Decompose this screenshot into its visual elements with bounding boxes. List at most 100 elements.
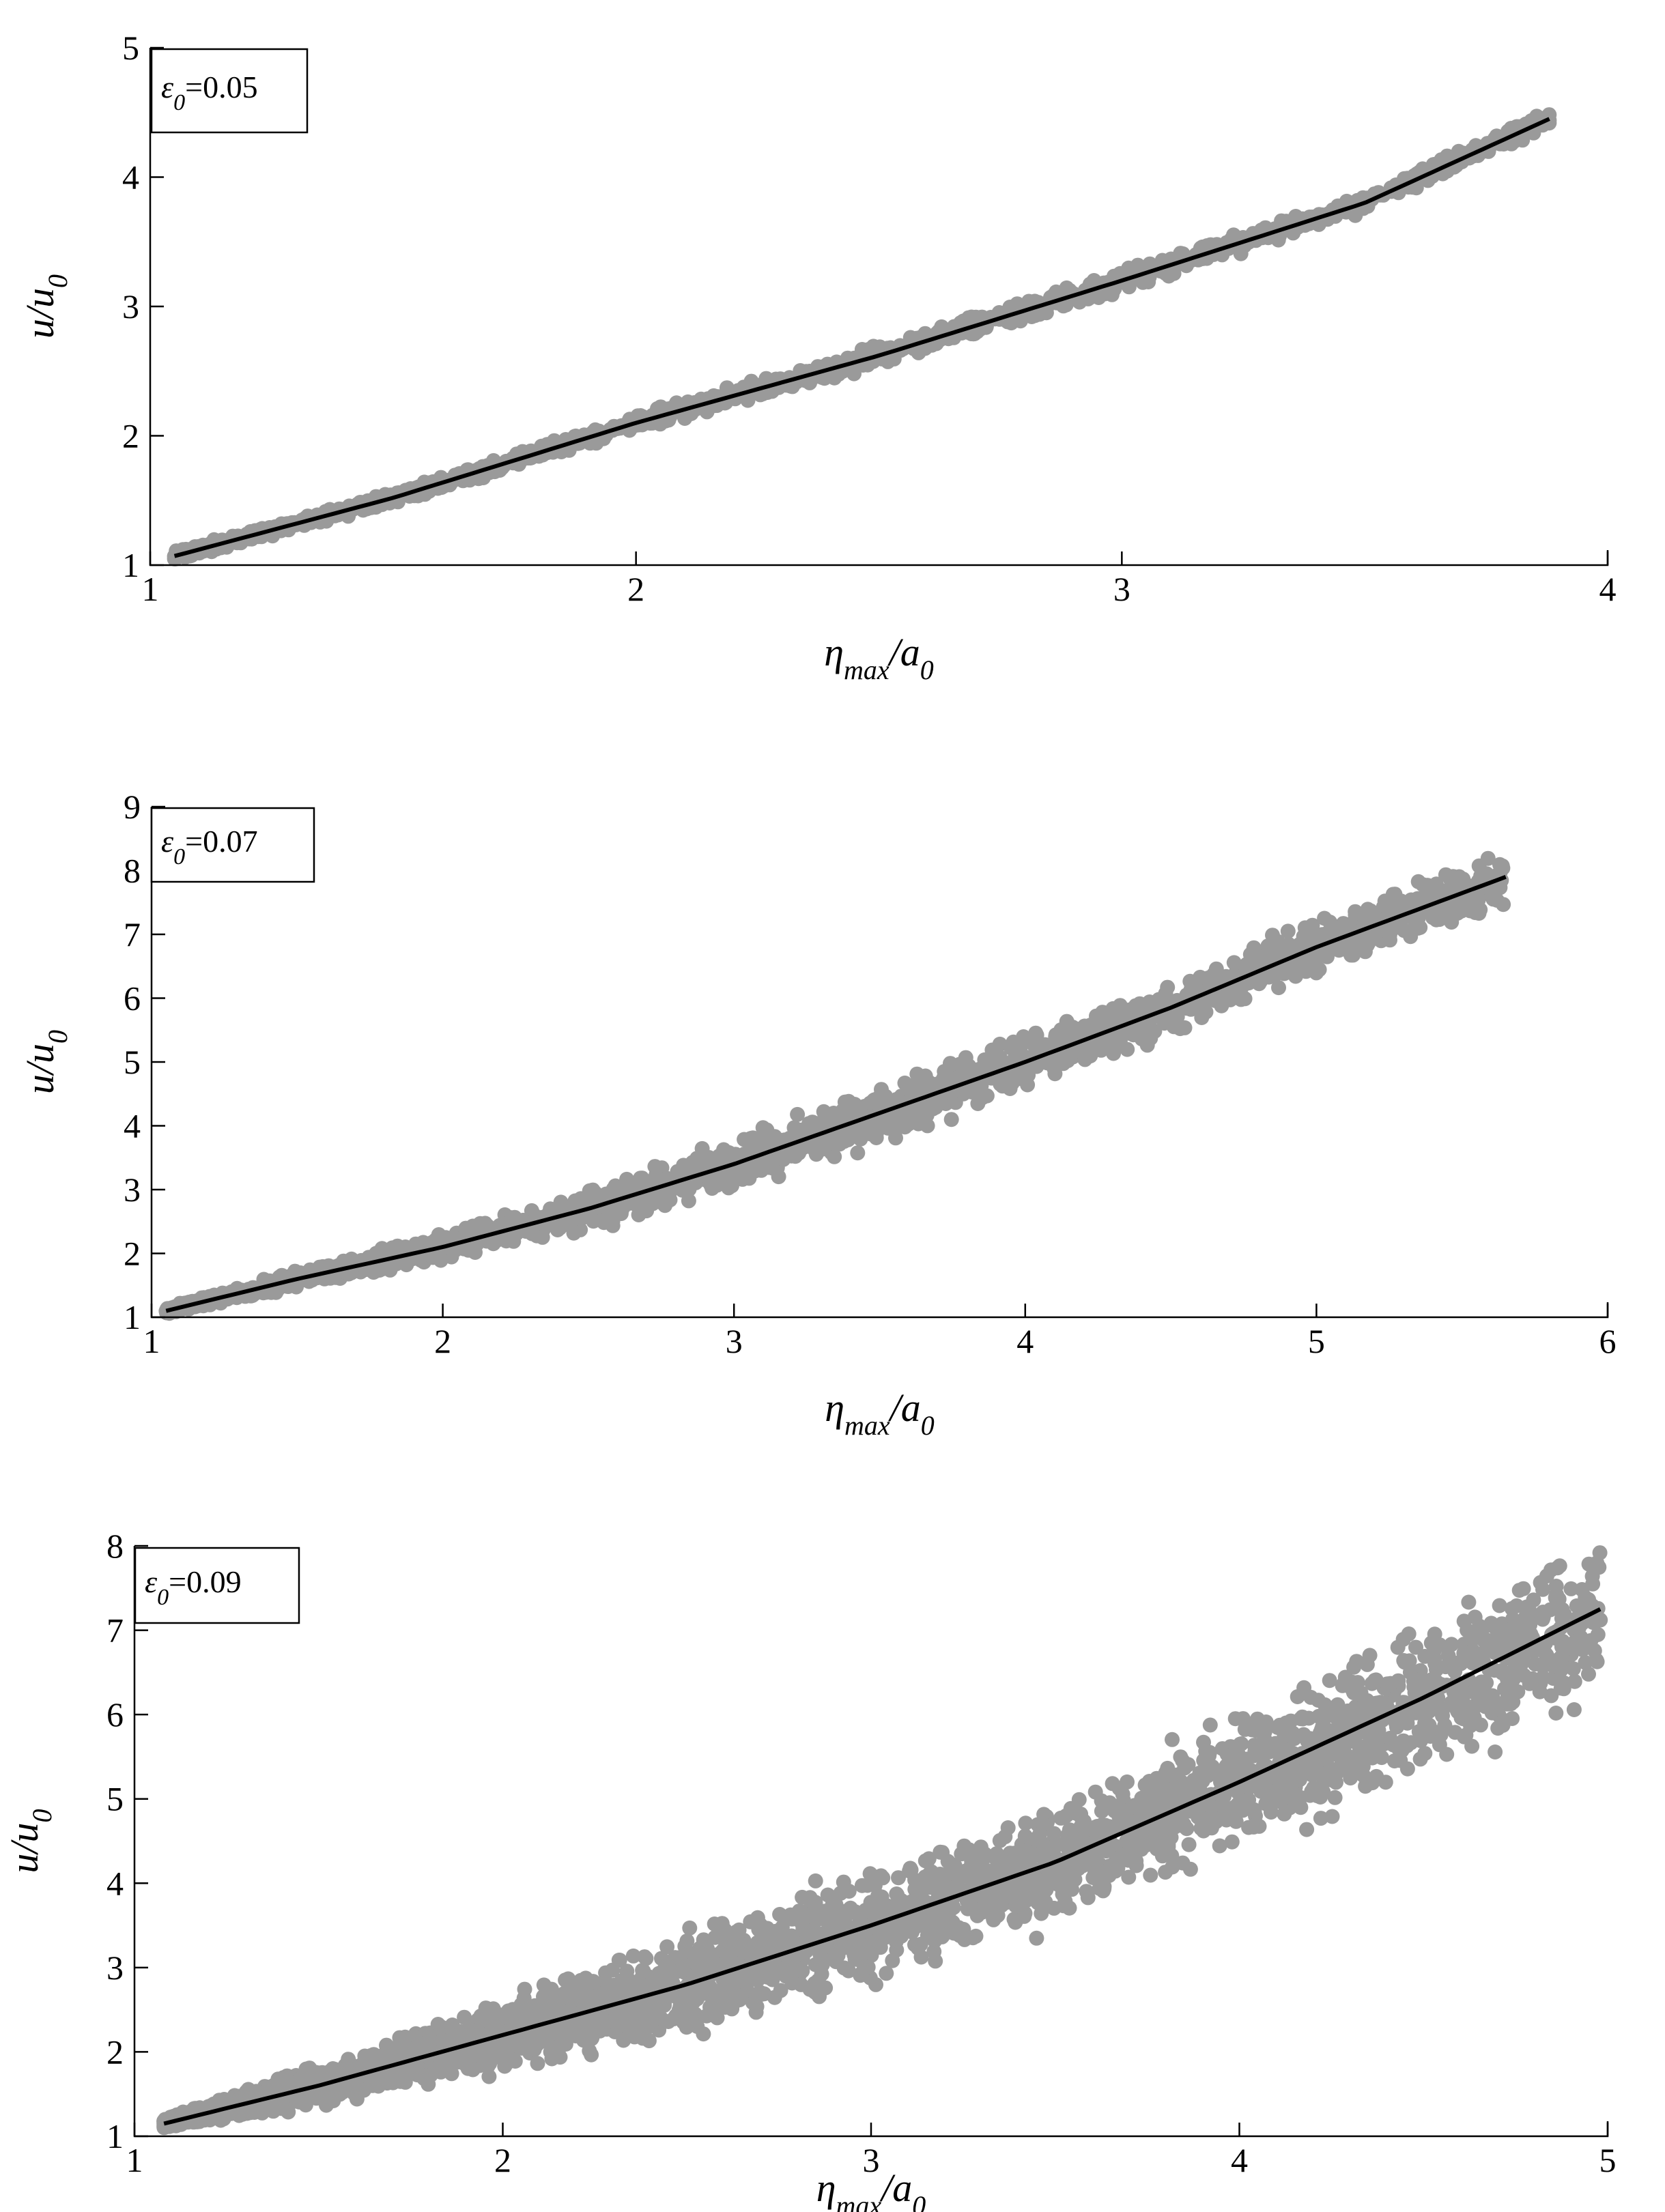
y-tick-label: 1	[122, 546, 139, 584]
scatter-point	[737, 1132, 752, 1147]
scatter-point	[1231, 990, 1246, 1006]
scatter-point	[1496, 897, 1511, 913]
scatter-point	[1220, 989, 1235, 1005]
scatter-point	[1090, 1039, 1106, 1055]
scatter-point	[1202, 1717, 1218, 1733]
scatter-point	[808, 1147, 824, 1162]
scatter-point	[1246, 940, 1262, 956]
scatter-point	[961, 1058, 977, 1074]
legend-label: ε0=0.05	[161, 70, 258, 115]
scatter-point	[1206, 966, 1221, 982]
scatter-point	[608, 1178, 623, 1194]
y-tick-label: 5	[122, 29, 139, 67]
x-tick-label: 2	[627, 570, 644, 608]
scatter-point	[1156, 1016, 1172, 1031]
y-axis-label: u/u0	[18, 274, 73, 339]
scatter-point	[1488, 1744, 1503, 1759]
scatter-point	[1350, 938, 1365, 954]
x-tick-label: 3	[1113, 570, 1130, 608]
scatter-point	[1348, 904, 1363, 919]
scatter-points	[167, 107, 1557, 566]
legend: ε0=0.07	[150, 807, 315, 883]
scatter-point	[1091, 290, 1107, 305]
scatter-point	[1143, 1031, 1158, 1046]
scatter-points	[158, 850, 1511, 1321]
scatter-point	[685, 1155, 700, 1170]
scatter-point	[816, 371, 832, 386]
scatter-point	[755, 1120, 771, 1136]
y-tick-label: 4	[122, 158, 139, 197]
axes-frame	[150, 807, 1609, 1319]
scatter-point	[1120, 1042, 1135, 1057]
scatter-point	[1270, 232, 1286, 248]
scatter-point	[1105, 1033, 1120, 1048]
x-tick-label: 5	[1308, 1322, 1325, 1360]
scatter-point	[1059, 1014, 1075, 1029]
scatter-point	[1038, 305, 1054, 321]
scatter-point	[1494, 858, 1510, 874]
scatter-point	[1320, 949, 1335, 964]
scatter-point	[866, 1127, 882, 1143]
scatter-point	[1158, 986, 1173, 1001]
scatter-point	[628, 1197, 644, 1212]
y-axis-label: u/u0	[18, 1030, 73, 1094]
scatter-point	[1280, 923, 1296, 939]
scatter-point	[1208, 991, 1224, 1007]
x-tick-label: 6	[1599, 1322, 1617, 1360]
chart-1: 1 2 3 4 1 2 3 4 5 ηmax/a0 u/u0 ε0=0.05	[18, 29, 1617, 685]
x-tick-label: 4	[1599, 570, 1617, 608]
scatter-point	[867, 1093, 883, 1108]
scatter-point	[1095, 1005, 1110, 1020]
scatter-point	[721, 1145, 737, 1160]
scatter-point	[1472, 902, 1488, 917]
scatter-point	[896, 1112, 911, 1128]
scatter-point	[1265, 928, 1280, 943]
scatter-point	[1408, 915, 1423, 931]
scatter-point	[1420, 885, 1436, 900]
scatter-point	[1439, 148, 1455, 164]
y-tick-label: 2	[122, 417, 139, 455]
scatter-point	[1021, 1067, 1036, 1083]
scatter-point	[917, 1068, 933, 1084]
scatter-point	[1150, 996, 1165, 1011]
y-tick-label: 4	[124, 1107, 141, 1145]
y-tick-label: 2	[124, 1235, 141, 1273]
scatter-point	[1106, 1046, 1122, 1061]
scatter-point	[1009, 1065, 1025, 1081]
scatter-point	[790, 1106, 806, 1122]
scatter-point	[1404, 892, 1419, 908]
scatter-point	[839, 1129, 855, 1145]
scatter-point	[1143, 1867, 1158, 1883]
scatter-point	[705, 1153, 720, 1169]
y-tick-label: 3	[122, 287, 139, 326]
scatter-point	[1438, 867, 1453, 882]
fit-line	[173, 117, 1550, 558]
scatter-point	[928, 1100, 943, 1115]
scatter-point	[850, 1145, 866, 1161]
x-axis-label: ηmax/a0	[825, 1385, 935, 1441]
y-tick-label: 7	[124, 915, 141, 953]
scatter-point	[1581, 1666, 1596, 1682]
scatter-point	[1271, 980, 1286, 996]
y-tick-label: 6	[124, 979, 141, 1018]
legend: ε0=0.05	[150, 48, 309, 134]
scatter-point	[1322, 915, 1337, 930]
scatter-point	[1429, 912, 1444, 928]
scatter-point	[1112, 998, 1128, 1014]
scatter-point	[943, 1112, 959, 1127]
scatter-point	[1363, 903, 1378, 919]
x-axis-label: ηmax/a0	[824, 630, 934, 685]
scatter-point	[1299, 925, 1315, 940]
y-tick-label: 3	[124, 1170, 141, 1209]
x-tick-label: 1	[142, 570, 159, 608]
scatter-point	[1287, 968, 1303, 984]
scatter-point	[1251, 976, 1267, 992]
y-tick-label: 5	[124, 1043, 141, 1081]
y-tick-label: 9	[124, 788, 141, 826]
scatter-point	[861, 342, 877, 358]
scatter-point	[990, 1047, 1005, 1063]
scatter-point	[902, 330, 918, 345]
scatter-point	[1055, 298, 1071, 314]
